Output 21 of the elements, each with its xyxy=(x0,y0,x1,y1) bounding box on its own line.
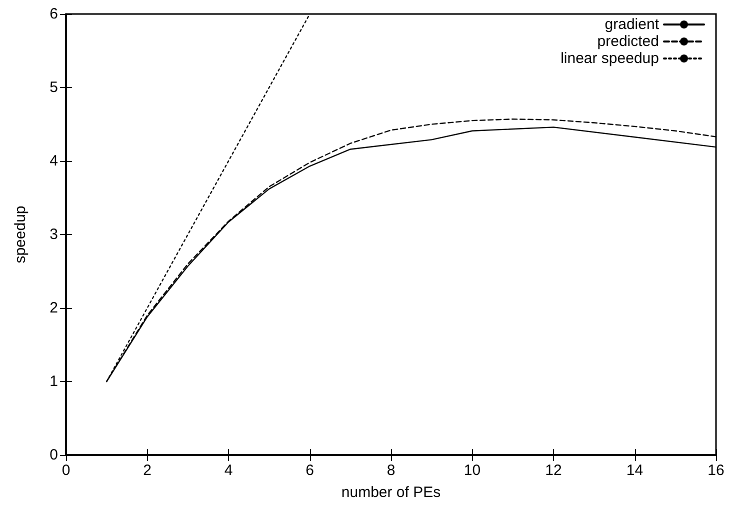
y-tick-label: 3 xyxy=(50,226,58,243)
y-tick-label: 5 xyxy=(50,79,58,96)
x-tick-label: 2 xyxy=(143,462,152,479)
legend-label: linear speedup xyxy=(560,50,659,67)
y-tick-label: 6 xyxy=(50,6,58,22)
x-tick-label: 14 xyxy=(626,462,644,479)
y-tick-label: 4 xyxy=(50,152,58,170)
x-tick-label: 6 xyxy=(306,462,314,479)
legend-label: predicted xyxy=(597,33,659,50)
legend-label: gradient xyxy=(604,16,660,33)
x-tick-label: 16 xyxy=(708,462,724,479)
x-tick-label: 8 xyxy=(386,462,396,479)
y-tick-label: 2 xyxy=(50,300,58,316)
y-axis-title: speedup xyxy=(12,206,29,264)
x-tick-label: 4 xyxy=(224,462,233,479)
y-tick-label: 1 xyxy=(50,373,58,390)
x-axis-title: number of PEs xyxy=(341,484,441,501)
y-tick-label: 0 xyxy=(50,446,58,464)
x-tick-label: 0 xyxy=(62,462,70,479)
x-tick-label: 10 xyxy=(464,462,481,479)
x-tick-label: 12 xyxy=(545,462,562,479)
